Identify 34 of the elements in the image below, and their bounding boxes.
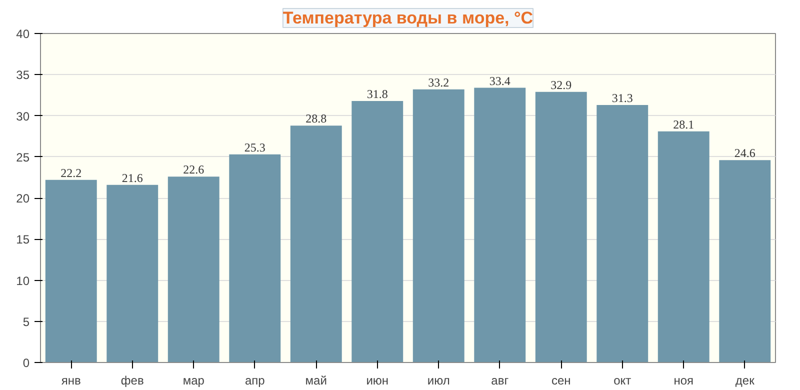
x-tick-label: фев	[120, 374, 144, 388]
data-label: 22.2	[60, 166, 82, 180]
data-label: 22.6	[183, 162, 204, 177]
x-tick-label: мар	[182, 374, 205, 388]
data-label: 24.6	[734, 146, 756, 160]
data-label: 21.6	[122, 170, 143, 185]
y-tick-label: 20	[16, 192, 30, 206]
data-label: 33.4	[489, 74, 510, 88]
x-tick-label: окт	[614, 374, 632, 388]
x-tick-label: апр	[244, 374, 266, 388]
data-label: 31.3	[612, 91, 633, 106]
y-tick-label: 30	[16, 109, 30, 124]
data-label: 31.8	[366, 86, 388, 101]
data-label: 28.1	[673, 117, 694, 132]
chart-title: Температура воды в море, °C	[282, 8, 534, 28]
y-tick-label: 25	[16, 150, 30, 164]
x-tick-label: авг	[491, 374, 510, 388]
x-tick-label: сен	[551, 374, 571, 388]
y-tick-label: 0	[22, 356, 30, 370]
y-tick-label: 15	[16, 232, 30, 247]
x-tick-label: дек	[735, 374, 756, 388]
data-label: 33.2	[428, 75, 450, 90]
x-tick-label: июл	[427, 374, 450, 388]
y-tick-label: 10	[16, 274, 30, 288]
x-tick-label: янв	[61, 374, 81, 388]
data-label: 28.8	[306, 112, 327, 126]
y-tick-label: 40	[16, 27, 30, 41]
data-label: 25.3	[244, 140, 266, 154]
y-tick-label: 35	[16, 68, 30, 82]
x-tick-label: июн	[366, 374, 389, 388]
data-label: 32.9	[550, 78, 572, 92]
x-tick-label: май	[305, 374, 327, 388]
y-tick-label: 5	[22, 314, 30, 329]
x-tick-label: ноя	[674, 374, 694, 388]
